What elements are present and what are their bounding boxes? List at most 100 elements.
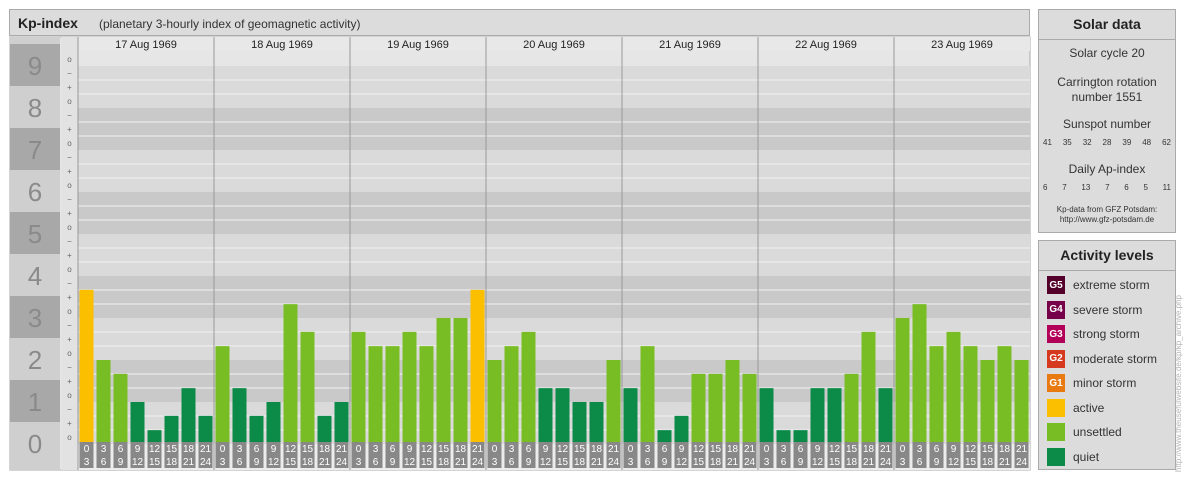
- hour-tick-end: 24: [200, 457, 212, 468]
- hour-tick-start: 9: [407, 444, 413, 455]
- hour-tick-end: 24: [336, 457, 348, 468]
- kp-bar: [453, 318, 468, 444]
- hour-tick-box: [300, 442, 315, 468]
- minor-label: +: [67, 83, 72, 92]
- hour-tick-end: 12: [404, 457, 416, 468]
- hour-tick-end: 15: [285, 457, 297, 468]
- legend-item: G3 strong storm: [1047, 324, 1140, 344]
- kp-bar: [436, 318, 451, 444]
- kp-bar: [113, 373, 128, 444]
- hour-tick-start: 3: [645, 444, 651, 455]
- kp-bar: [215, 346, 230, 444]
- band: [78, 234, 1030, 276]
- minor-label: +: [67, 251, 72, 260]
- minor-label: +: [67, 335, 72, 344]
- hour-tick-end: 18: [166, 457, 178, 468]
- ap-index-values: 6 7 13 7 6 5 11: [1043, 183, 1171, 192]
- kp-bar: [181, 388, 196, 444]
- hour-tick-box: [912, 442, 927, 468]
- legend-label: moderate storm: [1073, 351, 1158, 366]
- hour-tick-box: [555, 442, 570, 468]
- hour-tick-start: 3: [373, 444, 379, 455]
- kp-bar: [317, 415, 332, 444]
- hour-tick-end: 9: [934, 457, 940, 468]
- minor-label: o: [67, 139, 72, 148]
- day-label: 22 Aug 1969: [795, 39, 857, 51]
- sunspot-value: 62: [1162, 138, 1171, 147]
- hour-tick-start: 6: [390, 444, 396, 455]
- minor-label: −: [67, 153, 72, 162]
- hour-tick-start: 12: [285, 444, 297, 455]
- minor-label: o: [67, 349, 72, 358]
- ap-index-value: 5: [1143, 183, 1148, 192]
- hour-tick-start: 18: [999, 444, 1011, 455]
- hour-tick-end: 9: [662, 457, 668, 468]
- hour-tick-start: 9: [271, 444, 277, 455]
- hour-tick-start: 9: [951, 444, 957, 455]
- kp-bar: [249, 415, 264, 444]
- hour-tick-box: [113, 442, 128, 468]
- hour-tick-box: [232, 442, 247, 468]
- kp-bar: [997, 346, 1012, 444]
- hour-tick-end: 21: [319, 457, 331, 468]
- hour-tick-start: 0: [628, 444, 634, 455]
- legend-label: minor storm: [1073, 376, 1137, 390]
- legend-item: G1 minor storm: [1047, 373, 1136, 393]
- hour-tick-box: [283, 442, 298, 468]
- ap-index-value: 13: [1081, 183, 1091, 192]
- y-axis-band: [10, 212, 60, 254]
- kp-bar: [725, 360, 740, 444]
- kp-bar: [96, 360, 111, 444]
- hour-tick-end: 3: [84, 457, 90, 468]
- legend-item: G4 severe storm: [1047, 300, 1142, 320]
- y-axis-label: 9: [28, 51, 42, 81]
- kp-bar: [895, 318, 910, 444]
- hour-tick-end: 15: [421, 457, 433, 468]
- hour-tick-start: 6: [934, 444, 940, 455]
- hour-tick-start: 6: [526, 444, 532, 455]
- legend-item: G5 extreme storm: [1047, 275, 1150, 295]
- hour-tick-start: 21: [472, 444, 484, 455]
- legend-label: severe storm: [1073, 302, 1143, 317]
- minor-label: +: [67, 125, 72, 134]
- hour-tick-start: 21: [744, 444, 756, 455]
- kp-bar: [521, 331, 536, 444]
- ap-index-value: 6: [1124, 183, 1129, 192]
- hour-tick-end: 3: [220, 457, 226, 468]
- sunspot-value: 35: [1062, 138, 1072, 147]
- hour-tick-box: [266, 442, 281, 468]
- hour-tick-start: 21: [200, 444, 212, 455]
- hour-tick-end: 3: [492, 457, 498, 468]
- y-axis-label: 0: [28, 429, 42, 459]
- hour-tick-box: [419, 442, 434, 468]
- hour-tick-end: 15: [693, 457, 705, 468]
- hour-tick-start: 12: [149, 444, 161, 455]
- kp-bar: [946, 331, 961, 444]
- hour-tick-end: 12: [268, 457, 280, 468]
- minor-label: +: [67, 293, 72, 302]
- kp-bar: [606, 360, 621, 444]
- gfz-url: http://www.gfz-potsdam.de: [1059, 215, 1155, 224]
- sunspot-value: 41: [1043, 138, 1052, 147]
- hour-tick-end: 18: [302, 457, 314, 468]
- kp-bar: [419, 346, 434, 444]
- hour-tick-start: 18: [727, 444, 739, 455]
- hour-tick-start: 9: [135, 444, 141, 455]
- hour-tick-end: 21: [999, 457, 1011, 468]
- kp-bar: [504, 346, 519, 444]
- day-label: 17 Aug 1969: [115, 39, 177, 51]
- legend-item: active: [1047, 398, 1104, 418]
- hour-tick-start: 3: [509, 444, 515, 455]
- kp-bar: [1014, 360, 1029, 444]
- kp-bar: [147, 430, 162, 444]
- band: [78, 66, 1030, 108]
- hour-tick-start: 3: [781, 444, 787, 455]
- hour-tick-box: [827, 442, 842, 468]
- hour-tick-box: [368, 442, 383, 468]
- chart-subtitle: (planetary 3-hourly index of geomagnetic…: [99, 17, 361, 31]
- legend-label: active: [1073, 400, 1105, 415]
- hour-tick-end: 24: [472, 457, 484, 468]
- y-axis-band: [10, 128, 60, 170]
- hour-tick-end: 9: [118, 457, 124, 468]
- hour-tick-box: [487, 442, 502, 468]
